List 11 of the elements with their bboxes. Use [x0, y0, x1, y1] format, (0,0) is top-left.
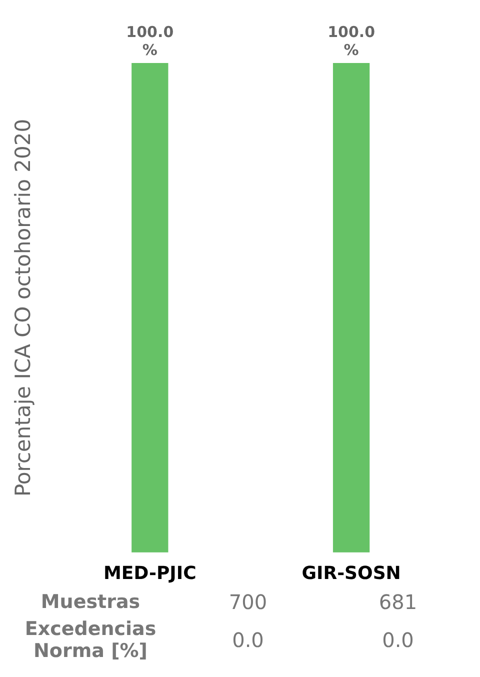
text: 681: [378, 589, 418, 616]
data-label: 100.0 %: [328, 23, 376, 59]
text: 0.0: [381, 627, 415, 654]
y-axis-title: Porcentaje ICA CO octohorario 2020: [11, 118, 36, 496]
text: Excedencias Norma [%]: [24, 617, 158, 664]
x-tick-label: MED-PJIC: [104, 562, 196, 584]
data-label: 100.0 %: [126, 23, 174, 59]
text: 0.0: [231, 627, 265, 654]
text: Muestras: [40, 590, 142, 615]
text: 700: [228, 589, 268, 616]
x-tick-label: GIR-SOSN: [302, 562, 401, 584]
